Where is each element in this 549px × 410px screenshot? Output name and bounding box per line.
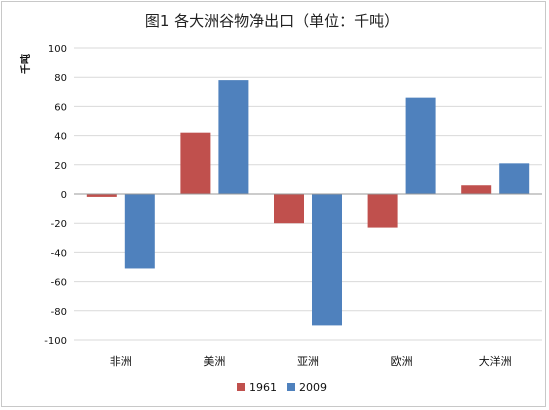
y-tick-label: 80	[54, 73, 67, 84]
chart-title: 图1 各大洲谷物净出口（单位：千吨）	[145, 12, 399, 30]
y-tick-label: 40	[54, 132, 67, 143]
x-category-label: 亚洲	[297, 355, 319, 368]
legend-swatch-2009	[287, 383, 295, 391]
y-tick-label: -100	[44, 336, 67, 347]
legend: 1961 2009	[237, 381, 327, 394]
y-tick-label: -40	[51, 248, 67, 259]
y-axis-label: 千吨	[19, 54, 32, 74]
y-tick-label: 60	[54, 102, 67, 113]
bar-2009-非洲	[124, 194, 155, 269]
legend-label: 1961	[249, 381, 277, 394]
bars	[86, 80, 530, 326]
legend-swatch-1961	[237, 383, 245, 391]
y-axis-label-group: 千吨	[19, 54, 32, 74]
y-axis-ticks: 100 80 60 40 20 0 -20 -40 -60 -80 -100	[44, 44, 67, 347]
x-category-label: 非洲	[110, 355, 132, 368]
y-tick-label: 20	[54, 161, 67, 172]
x-axis-categories: 非洲 美洲 亚洲 欧洲 大洋洲	[110, 354, 512, 368]
bar-2009-亚洲	[312, 194, 342, 326]
y-tick-label: 0	[61, 190, 67, 201]
bar-1961-美洲	[180, 132, 211, 194]
bar-1961-大洋洲	[461, 185, 492, 194]
y-tick-label: -20	[51, 219, 67, 230]
bar-1961-亚洲	[274, 194, 304, 224]
bar-2009-大洋洲	[499, 163, 530, 194]
y-tick-label: -60	[51, 278, 67, 289]
x-category-label: 美洲	[203, 355, 225, 368]
bar-2009-美洲	[218, 80, 249, 194]
bar-1961-欧洲	[367, 194, 398, 228]
bar-2009-欧洲	[405, 97, 436, 194]
legend-label: 2009	[299, 381, 327, 394]
x-category-label: 欧洲	[391, 355, 413, 368]
y-tick-label: -80	[51, 307, 67, 318]
x-category-label: 大洋洲	[479, 354, 512, 368]
y-tick-label: 100	[48, 44, 67, 55]
bar-1961-非洲	[86, 194, 117, 197]
